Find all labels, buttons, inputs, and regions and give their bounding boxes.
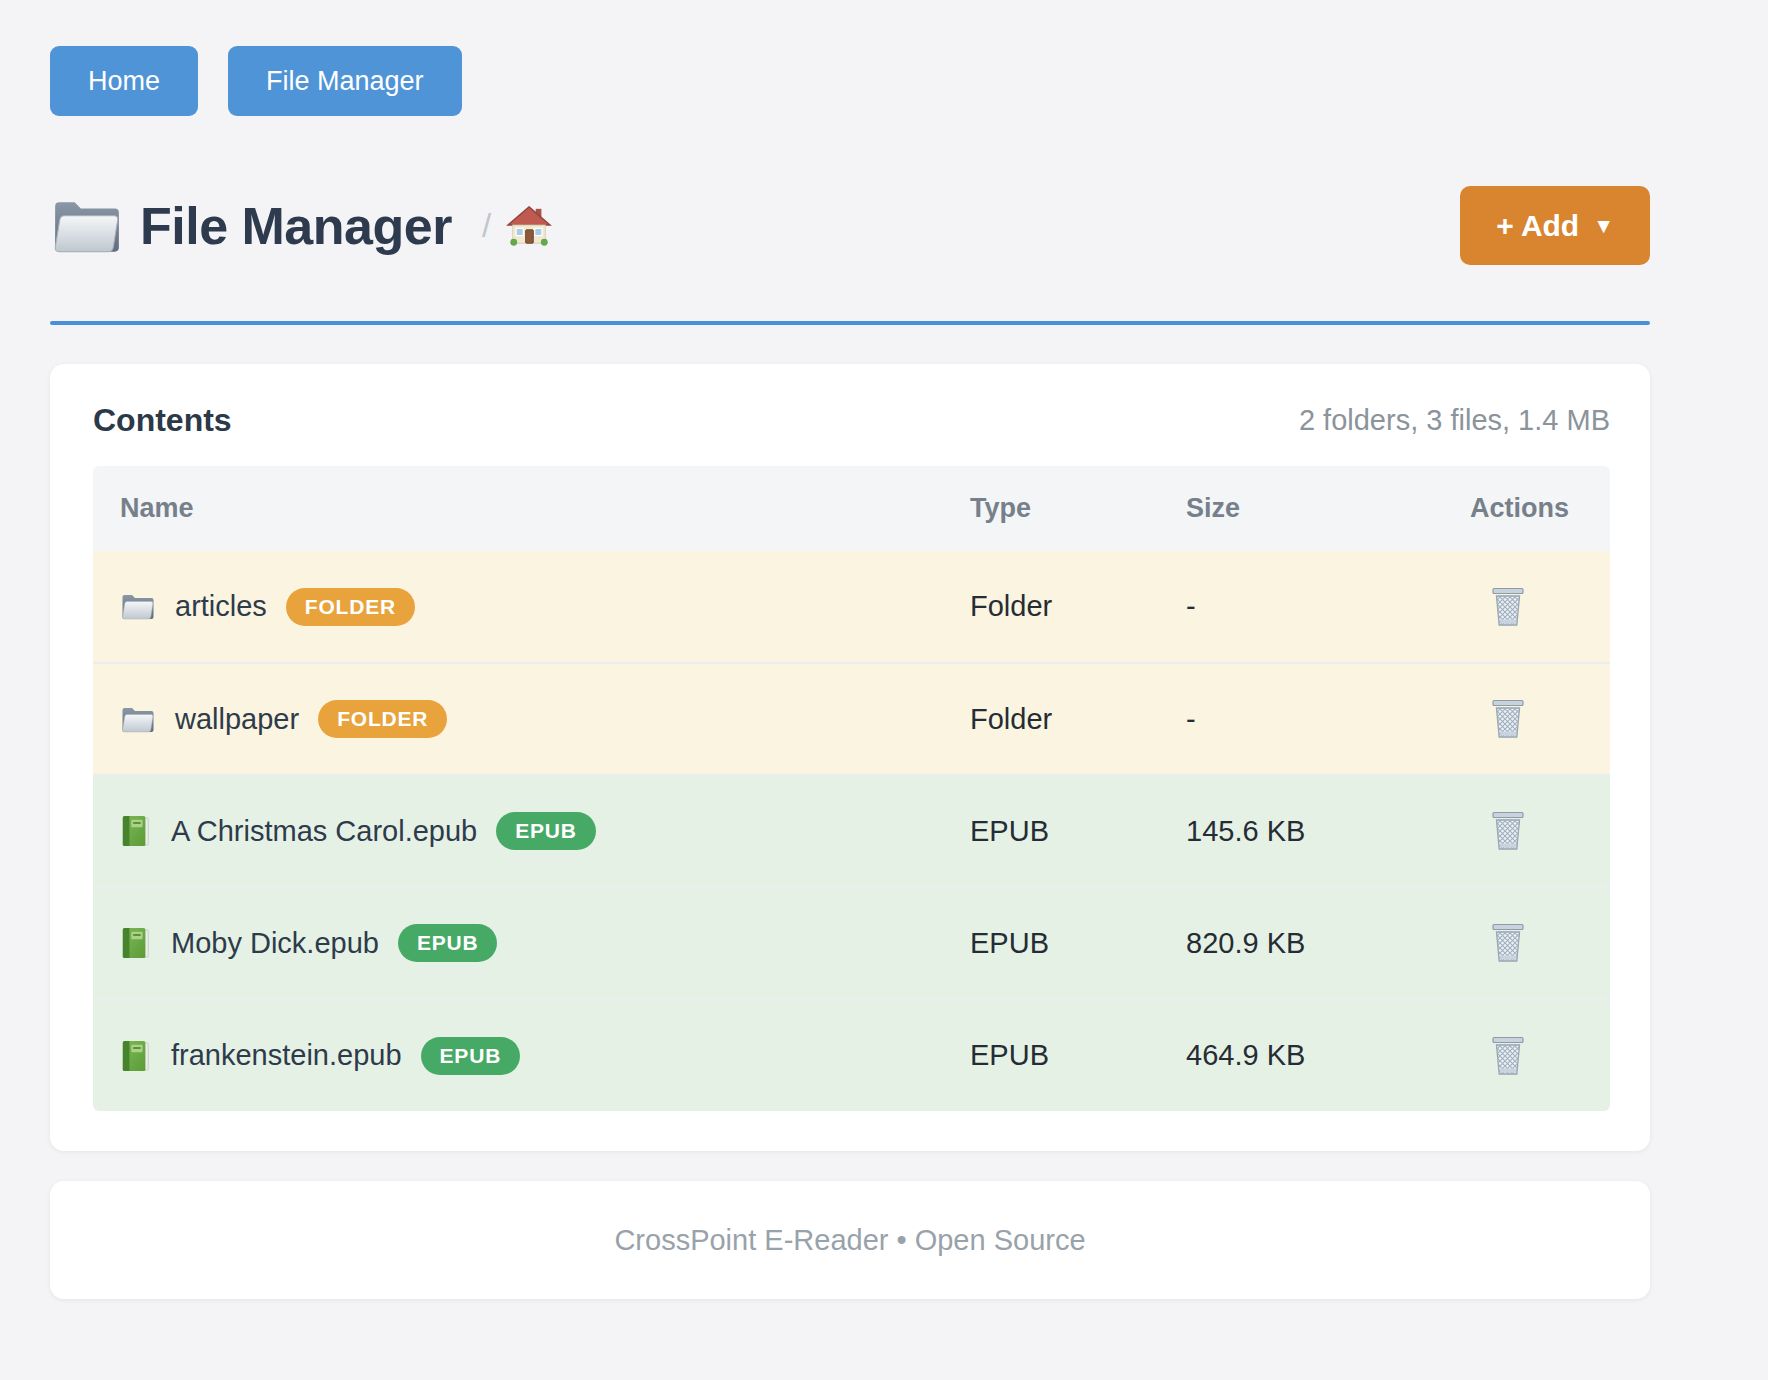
file-name-link[interactable]: A Christmas Carol.epub [171,815,477,848]
file-name-link[interactable]: wallpaper [175,703,299,736]
column-header-type: Type [970,466,1186,551]
column-header-name: Name [93,466,970,551]
green-book-icon [120,813,152,849]
contents-card-header: Contents 2 folders, 3 files, 1.4 MB [93,402,1610,439]
type-cell: EPUB [970,775,1186,887]
table-row: A Christmas Carol.epub EPUB EPUB 145.6 K… [93,775,1610,887]
add-button[interactable]: + Add ▼ [1460,186,1650,265]
footer-text: CrossPoint E-Reader • Open Source [614,1224,1085,1257]
add-button-label: + Add [1496,209,1579,243]
top-nav: Home File Manager [50,46,1650,116]
type-cell: EPUB [970,999,1186,1111]
footer: CrossPoint E-Reader • Open Source [50,1181,1650,1299]
epub-badge: EPUB [421,1037,521,1075]
file-name-link[interactable]: articles [175,590,267,623]
column-header-size: Size [1186,466,1470,551]
contents-card: Contents 2 folders, 3 files, 1.4 MB Name… [50,364,1650,1151]
epub-badge: EPUB [398,924,498,962]
green-book-icon [120,925,152,961]
trash-icon [1490,587,1526,627]
title-group: File Manager / [50,194,552,258]
table-row: Moby Dick.epub EPUB EPUB 820.9 KB [93,887,1610,999]
chevron-down-icon: ▼ [1593,215,1614,236]
folder-badge: FOLDER [286,588,415,626]
delete-button[interactable] [1470,923,1526,963]
type-cell: EPUB [970,887,1186,999]
file-name-link[interactable]: Moby Dick.epub [171,927,379,960]
trash-icon [1490,811,1526,851]
size-cell: - [1186,551,1470,663]
folder-icon [50,194,124,258]
folder-icon [120,591,156,622]
folder-icon [120,704,156,735]
size-cell: - [1186,663,1470,775]
table-header-row: Name Type Size Actions [93,466,1610,551]
trash-icon [1490,699,1526,739]
breadcrumb: / [482,205,552,247]
green-book-icon [120,1038,152,1074]
folder-badge: FOLDER [318,700,447,738]
nav-home-button[interactable]: Home [50,46,198,116]
type-cell: Folder [970,663,1186,775]
page: Home File Manager File Manager / + Add ▼… [0,0,1768,1299]
house-icon[interactable] [506,205,552,247]
divider-rule [50,321,1650,325]
breadcrumb-separator: / [482,207,491,245]
delete-button[interactable] [1470,1036,1526,1076]
size-cell: 145.6 KB [1186,775,1470,887]
page-title: File Manager [140,196,452,256]
file-name-link[interactable]: frankenstein.epub [171,1039,402,1072]
contents-summary: 2 folders, 3 files, 1.4 MB [1299,404,1610,437]
size-cell: 464.9 KB [1186,999,1470,1111]
column-header-actions: Actions [1470,466,1610,551]
size-cell: 820.9 KB [1186,887,1470,999]
type-cell: Folder [970,551,1186,663]
table-row: articles FOLDER Folder - [93,551,1610,663]
nav-file-manager-button[interactable]: File Manager [228,46,462,116]
contents-title: Contents [93,402,232,439]
page-header: File Manager / + Add ▼ [50,186,1650,265]
trash-icon [1490,923,1526,963]
file-table: Name Type Size Actions articles FOLDER F… [93,466,1610,1111]
epub-badge: EPUB [496,812,596,850]
file-table-wrap: Name Type Size Actions articles FOLDER F… [93,466,1610,1111]
table-row: frankenstein.epub EPUB EPUB 464.9 KB [93,999,1610,1111]
table-row: wallpaper FOLDER Folder - [93,663,1610,775]
trash-icon [1490,1036,1526,1076]
delete-button[interactable] [1470,811,1526,851]
delete-button[interactable] [1470,587,1526,627]
delete-button[interactable] [1470,699,1526,739]
